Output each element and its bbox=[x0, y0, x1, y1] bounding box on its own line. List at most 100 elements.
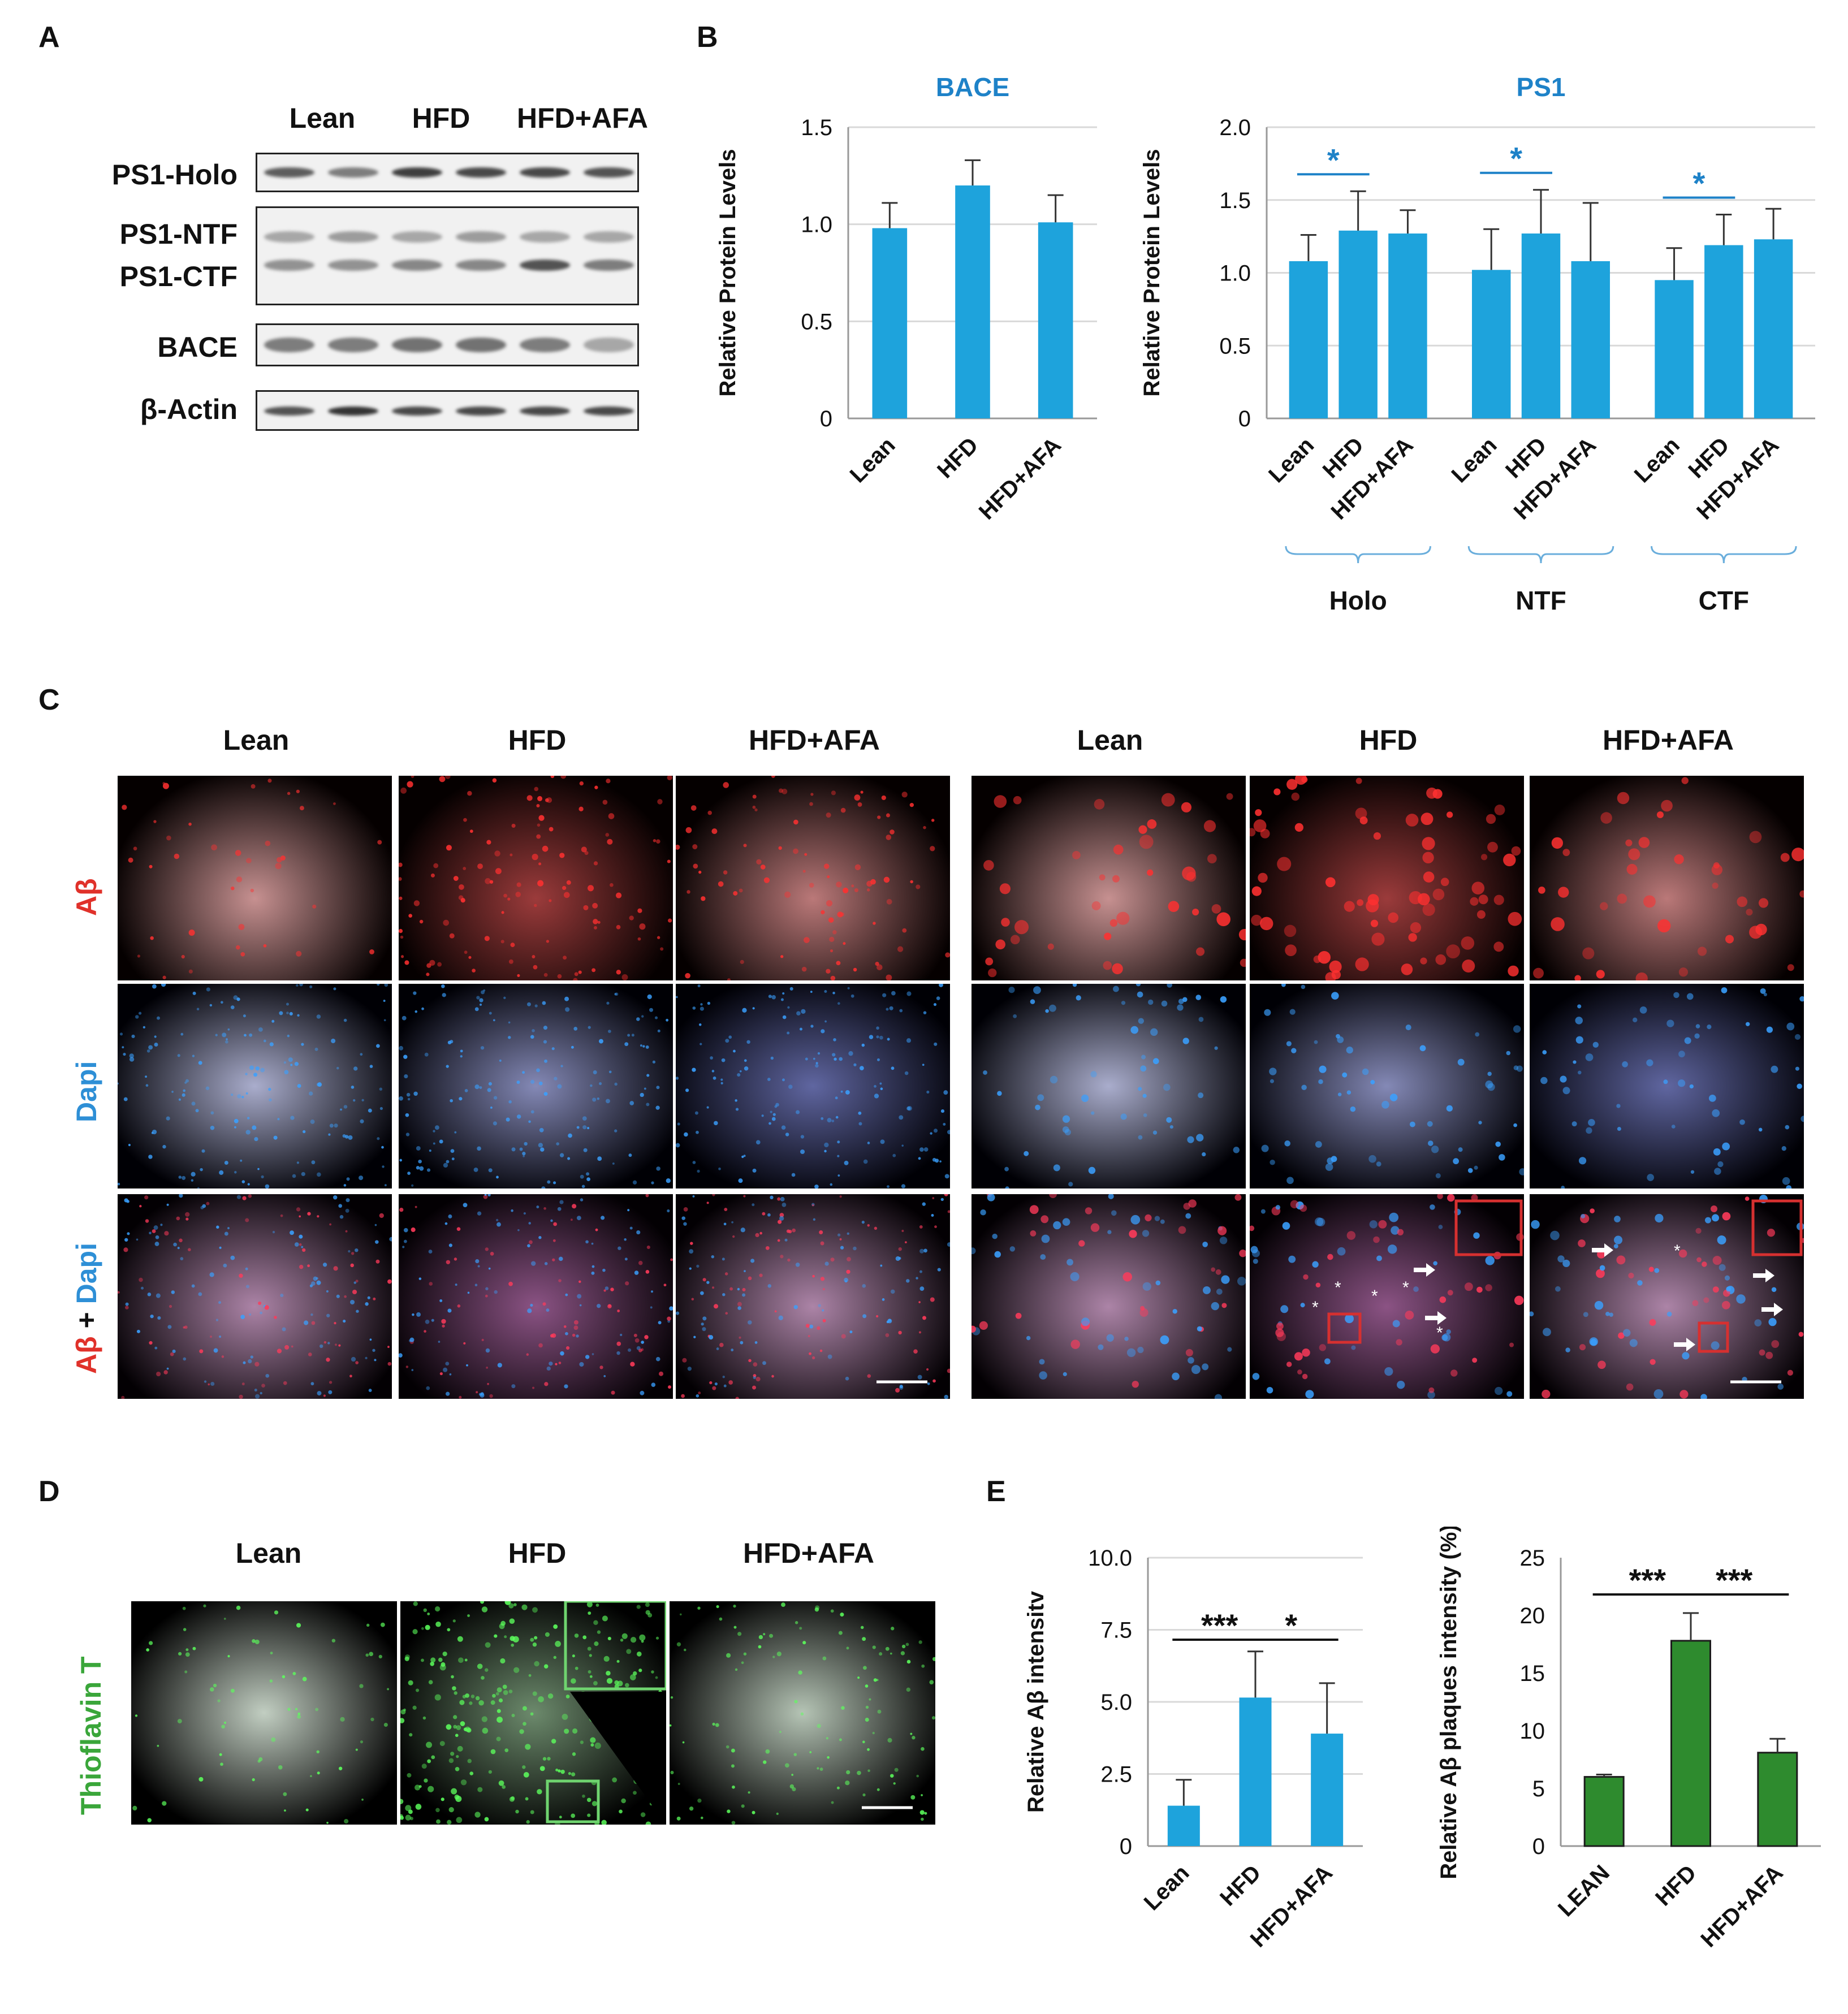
micrograph-texture bbox=[676, 984, 950, 1188]
y-tick-label: 0 bbox=[1120, 1834, 1132, 1859]
micrograph: * * * * * bbox=[1250, 1194, 1524, 1399]
blot-band bbox=[584, 338, 634, 352]
micrograph bbox=[670, 1601, 935, 1825]
y-tick-label: 1.0 bbox=[801, 213, 832, 237]
bar bbox=[1471, 270, 1511, 418]
blot-band bbox=[584, 407, 634, 416]
inset-box bbox=[1454, 1199, 1523, 1256]
micrograph bbox=[399, 776, 673, 980]
blot-band bbox=[392, 231, 442, 243]
row-label-thioflavin: Thioflavin T bbox=[75, 1656, 107, 1815]
blot-band bbox=[264, 407, 314, 416]
y-tick-label: 7.5 bbox=[1100, 1618, 1132, 1643]
bar bbox=[1239, 1697, 1272, 1846]
merge-abeta-label: Aβ bbox=[71, 1336, 102, 1374]
bar bbox=[1311, 1734, 1344, 1846]
micrograph-texture bbox=[670, 1602, 935, 1825]
significance-marker: * bbox=[1693, 166, 1705, 201]
micrograph-texture bbox=[122, 779, 382, 979]
y-axis-label: Relative Aβ intensitv bbox=[1024, 1591, 1048, 1813]
micrograph-texture bbox=[1250, 776, 1522, 980]
inset-box bbox=[546, 1779, 600, 1823]
chart-abeta-intensity: 0 2.5 5.0 7.5 10.0 Relative Aβ intensitv Lean H… bbox=[1024, 1546, 1363, 1952]
micrograph bbox=[400, 1601, 666, 1825]
blot-strip-beta-actin bbox=[256, 390, 639, 431]
ifc-col-hfd-afa-2: HFD+AFA bbox=[1603, 724, 1734, 756]
micrograph: * bbox=[1530, 1194, 1804, 1399]
asterisk-marker: * bbox=[1371, 1287, 1378, 1306]
tht-col-hfd: HFD bbox=[508, 1537, 567, 1569]
panel-label-c: C bbox=[38, 684, 60, 716]
micrograph-texture bbox=[399, 1194, 673, 1399]
micrograph bbox=[972, 984, 1246, 1188]
micrograph bbox=[1530, 776, 1804, 980]
blot-band bbox=[264, 231, 314, 243]
x-tick-label: Lean bbox=[1447, 433, 1501, 487]
micrograph-texture bbox=[983, 984, 1240, 1188]
blot-row-ps1-ntf: PS1-NTF bbox=[119, 218, 238, 250]
group-brace bbox=[1467, 546, 1614, 564]
y-tick-label: 5 bbox=[1532, 1777, 1545, 1801]
blot-strip-ps1-holo bbox=[256, 153, 639, 192]
tht-col-lean: Lean bbox=[235, 1537, 302, 1569]
arrow-marker bbox=[1674, 1338, 1695, 1351]
y-axis-label: Relative Protein Levels bbox=[715, 149, 740, 397]
blot-band bbox=[264, 167, 314, 178]
bar bbox=[1521, 233, 1561, 418]
blot-band bbox=[328, 338, 378, 352]
micrograph-texture bbox=[400, 1601, 666, 1825]
bar bbox=[1038, 222, 1073, 418]
blot-band bbox=[328, 260, 378, 271]
bar bbox=[1754, 239, 1793, 418]
blot-band bbox=[392, 338, 442, 352]
bar bbox=[872, 228, 908, 418]
x-tick-label: HFD bbox=[1651, 1860, 1701, 1911]
x-tick-label: Lean bbox=[1264, 433, 1319, 487]
blot-band bbox=[456, 167, 506, 178]
micrograph bbox=[676, 984, 950, 1188]
inset-box bbox=[1698, 1321, 1729, 1353]
inset-box bbox=[1327, 1312, 1362, 1344]
micrograph bbox=[676, 776, 950, 980]
y-tick-label: 0 bbox=[1238, 407, 1251, 431]
blot-band bbox=[264, 260, 314, 271]
y-tick-label: 2.5 bbox=[1100, 1762, 1132, 1787]
y-tick-label: 10 bbox=[1520, 1719, 1545, 1744]
blot-row-beta-actin: β-Actin bbox=[140, 394, 238, 425]
significance-marker: * bbox=[1510, 141, 1522, 176]
chart-title: PS1 bbox=[1517, 72, 1566, 102]
merge-plus-label: + bbox=[71, 1304, 102, 1337]
y-tick-label: 0.5 bbox=[1219, 334, 1251, 358]
y-tick-label: 1.5 bbox=[801, 115, 832, 140]
blot-col-lean: Lean bbox=[289, 102, 356, 134]
asterisk-marker: * bbox=[1312, 1298, 1319, 1317]
x-tick-label: Lean bbox=[1139, 1860, 1194, 1915]
blot-band bbox=[456, 338, 506, 352]
row-label-merge: Aβ + Dapi bbox=[70, 1243, 103, 1374]
arrow-marker bbox=[1425, 1311, 1447, 1325]
tht-col-hfd-afa: HFD+AFA bbox=[743, 1537, 874, 1569]
micrograph-texture: * bbox=[1530, 1194, 1804, 1399]
micrograph bbox=[676, 1194, 950, 1399]
group-brace bbox=[1285, 546, 1431, 564]
asterisk-marker: * bbox=[1335, 1278, 1341, 1297]
blot-band bbox=[264, 338, 314, 352]
blot-row-bace: BACE bbox=[157, 331, 238, 363]
significance-marker: *** bbox=[1629, 1562, 1666, 1598]
micrograph-texture bbox=[972, 1194, 1246, 1399]
blot-band bbox=[392, 167, 442, 178]
panel-label-e: E bbox=[986, 1475, 1006, 1508]
asterisk-marker: * bbox=[1402, 1278, 1409, 1297]
row-label-dapi: Dapi bbox=[71, 1061, 102, 1122]
ifc-col-lean-1: Lean bbox=[223, 724, 290, 756]
micrograph-texture bbox=[1261, 984, 1524, 1185]
panel-label-b: B bbox=[697, 21, 718, 54]
ifc-col-hfd-2: HFD bbox=[1359, 724, 1418, 756]
chart-abeta-plaques: 0 5 10 15 20 25 Relative Aβ plaques intensity … bbox=[1436, 1527, 1821, 1952]
micrograph-texture bbox=[983, 793, 1246, 978]
blot-band bbox=[584, 231, 634, 243]
inset-box bbox=[564, 1601, 666, 1691]
micrograph-texture bbox=[118, 984, 388, 1188]
micrograph bbox=[131, 1601, 397, 1825]
merge-dapi-label: Dapi bbox=[71, 1243, 102, 1304]
